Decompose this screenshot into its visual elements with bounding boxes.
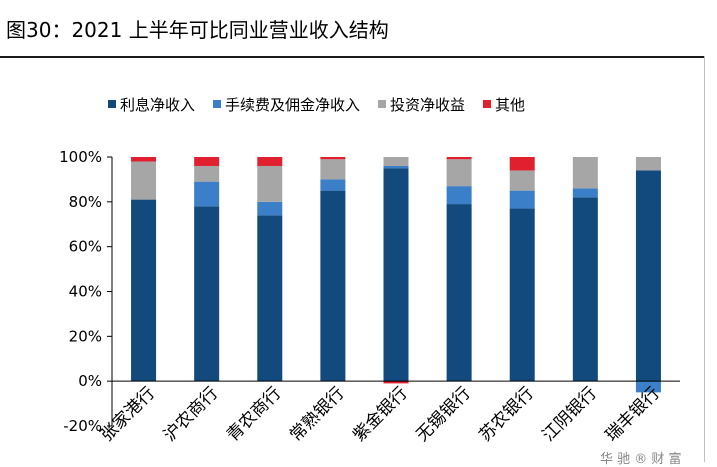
legend-swatch	[378, 100, 387, 108]
bar-segment	[509, 170, 535, 191]
bar-segment	[383, 168, 409, 382]
legend-label: 利息净收入	[120, 95, 196, 114]
bar-segment	[446, 157, 472, 160]
bar-segment	[320, 190, 346, 382]
bar-segment	[446, 159, 472, 187]
bar-segment	[131, 199, 157, 382]
right-border	[704, 56, 705, 462]
bar-segment	[257, 201, 283, 216]
x-tick-label: 张家港行	[97, 383, 159, 445]
y-tick-label: 20%	[69, 327, 102, 345]
bar-segment	[446, 186, 472, 205]
y-tick-label: 40%	[69, 283, 102, 301]
x-tick-label: 青农商行	[223, 383, 285, 445]
bar-segment	[320, 179, 346, 191]
bar-segment	[572, 157, 598, 189]
x-tick-label: 苏农银行	[476, 383, 538, 445]
bar-segment	[383, 165, 409, 169]
x-tick-label: 江阴银行	[539, 383, 601, 445]
legend-label: 其他	[495, 95, 526, 114]
title-divider	[0, 56, 705, 58]
bar-segment	[257, 165, 283, 202]
legend-label: 手续费及佣金净收入	[225, 95, 361, 114]
legend-item-other: 其他	[483, 94, 525, 115]
bar-segment	[635, 170, 661, 382]
footer-watermark: 华 驰 ® 财 富	[600, 452, 682, 467]
bar-segment	[131, 161, 157, 200]
legend-swatch	[108, 100, 116, 108]
y-tick-label: 60%	[69, 238, 102, 256]
y-tick-label: 100%	[59, 148, 102, 166]
chart-legend: 利息净收入 手续费及佣金净收入 投资净收益 其他	[108, 93, 525, 115]
legend-item-net-interest: 利息净收入	[108, 94, 195, 115]
legend-label: 投资净收益	[390, 95, 466, 114]
y-tick-label: 80%	[69, 193, 102, 211]
bar-segment	[320, 159, 346, 180]
bar-segment	[194, 165, 220, 182]
x-tick-label: 紫金银行	[349, 383, 411, 445]
bar-segment	[635, 381, 661, 393]
x-tick-label: 沪农商行	[160, 383, 222, 445]
bar-segment	[572, 197, 598, 382]
bar-segment	[194, 181, 220, 207]
legend-item-fee-commission: 手续费及佣金净收入	[213, 94, 360, 115]
bar-segment	[257, 157, 283, 166]
legend-swatch	[213, 100, 222, 108]
bar-segment	[509, 157, 535, 171]
x-tick-label: 瑞丰银行	[602, 383, 664, 445]
bar-segment	[383, 381, 409, 384]
bar-segment	[509, 208, 535, 382]
y-tick-label: -20%	[63, 417, 102, 435]
bar-segment	[446, 204, 472, 382]
bar-segment	[194, 157, 220, 166]
y-tick-label: 0%	[78, 372, 102, 390]
x-tick-label: 常熟银行	[285, 383, 348, 446]
x-tick-label: 无锡银行	[412, 383, 474, 445]
bar-segment	[320, 157, 346, 160]
bar-segment	[509, 190, 535, 209]
bar-segment	[194, 206, 220, 382]
bar-segment	[383, 157, 409, 166]
bar-segment	[572, 188, 598, 198]
chart-title: 图30：2021 上半年可比同业营业收入结构	[6, 18, 389, 42]
bar-segment	[257, 215, 283, 382]
bar-segment	[635, 157, 661, 171]
legend-swatch	[483, 100, 492, 108]
bar-segment	[131, 157, 157, 162]
legend-item-investment: 投资净收益	[378, 94, 465, 115]
